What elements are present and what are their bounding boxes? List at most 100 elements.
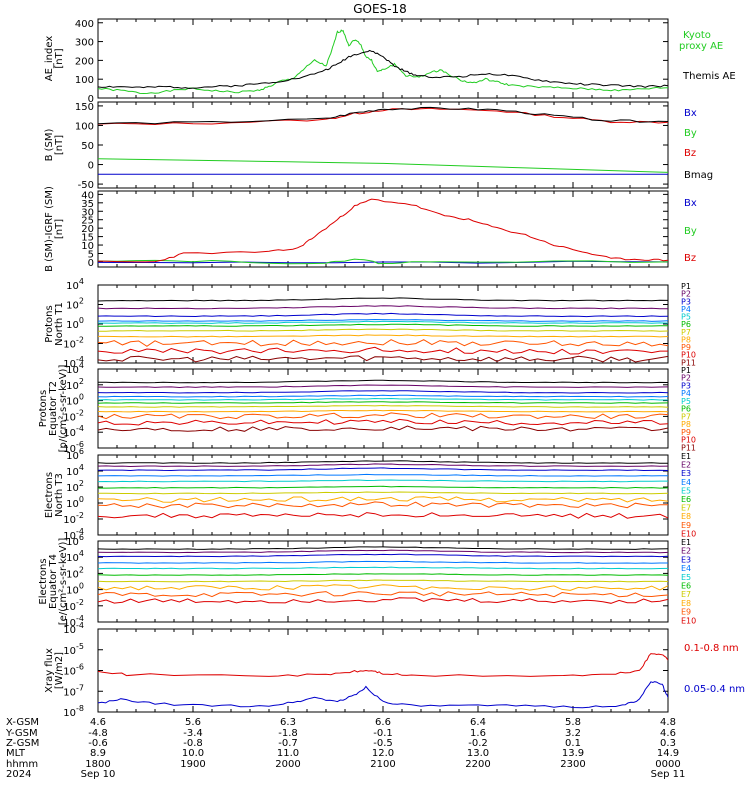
series-line-kyoto-proxy-ae (98, 29, 668, 95)
series-line-p6 (98, 323, 668, 327)
y-tick-label: 104 (66, 277, 84, 292)
footer-value: 3.2 (565, 728, 581, 739)
footer-value: 8.9 (90, 748, 106, 759)
series-line-by (98, 258, 668, 265)
legend-item: 0.1-0.8 nm (684, 643, 739, 654)
legend-item: E10 (681, 616, 696, 625)
series-line-e7 (98, 579, 668, 583)
footer-value: 2300 (560, 759, 585, 770)
footer-value: 4.6 (90, 717, 106, 728)
y-axis-label: Protons (44, 305, 55, 342)
series-line-p8 (98, 409, 668, 413)
legend-item: P3 (681, 297, 691, 306)
legend-item: E6 (681, 582, 691, 591)
series-line-e1 (98, 546, 668, 550)
panel-frame (97, 190, 669, 268)
y-tick-label: 15 (81, 233, 94, 244)
series-group (98, 546, 668, 604)
legend-item: P10 (681, 436, 696, 445)
legend-item: E2 (681, 547, 691, 556)
footer-value: 0000 (655, 759, 680, 770)
footer-value: 1.6 (470, 728, 486, 739)
series-line-p4 (98, 394, 668, 398)
footer-row-label: X-GSM (6, 717, 39, 728)
plot-title: GOES-18 (353, 2, 407, 16)
series-line-e4 (98, 560, 668, 564)
legend-item: E4 (681, 478, 691, 487)
y-axis-label: Protons (38, 390, 49, 427)
footer-value: 12.0 (372, 748, 394, 759)
legend-item: E1 (681, 452, 691, 461)
y-tick-label: 100 (66, 316, 84, 331)
series-group (98, 653, 668, 709)
footer-value: -0.7 (278, 738, 298, 749)
y-tick-label: 0 (88, 258, 94, 269)
legend-item: E7 (681, 590, 691, 599)
footer-value: 2200 (465, 759, 490, 770)
series-line-p5 (98, 397, 668, 401)
series-line-p2 (98, 305, 668, 310)
series-line-e9 (98, 591, 668, 598)
legend-item: E9 (681, 521, 691, 530)
footer-row-label: hhmm (6, 759, 38, 770)
y-tick-label: 100 (75, 121, 94, 132)
y-tick-exponent: 0 (79, 393, 84, 402)
y-tick-exponent: -5 (76, 642, 84, 651)
y-tick-label: 0 (88, 94, 94, 105)
legend-item: P1 (681, 366, 691, 375)
y-tick-exponent: 4 (79, 361, 84, 370)
legend-item: P11 (681, 443, 696, 452)
legend-item: Bz (684, 148, 696, 159)
legend-item: P5 (681, 313, 691, 322)
series-group (98, 297, 668, 363)
y-tick-exponent: -8 (76, 704, 84, 713)
series-line-p6 (98, 401, 668, 404)
legend-item: By (684, 128, 697, 139)
legend-item: E3 (681, 469, 691, 478)
legend-item: E5 (681, 486, 691, 495)
y-axis-label: Electrons (38, 558, 49, 604)
legend-item: Bmag (684, 170, 713, 181)
legend-item: Kyoto (683, 30, 711, 41)
y-tick-exponent: -4 (76, 614, 84, 623)
series-line-themis-ae (98, 49, 668, 90)
y-tick-label: 400 (75, 19, 94, 30)
legend-item: P4 (681, 305, 691, 314)
footer-value: Sep 10 (81, 769, 116, 780)
series-line-bz (98, 198, 668, 263)
footer-value: -0.6 (88, 738, 108, 749)
footer-value: 2100 (370, 759, 395, 770)
y-tick-exponent: 0 (79, 495, 84, 504)
legend-item: E2 (681, 461, 691, 470)
y-tick-exponent: -4 (76, 621, 84, 630)
legend-item: Bz (684, 253, 696, 264)
y-axis-label: North T3 (54, 473, 65, 517)
y-tick-label: 100 (66, 495, 84, 510)
series-line-e6 (98, 485, 668, 489)
series-line-e3 (98, 553, 668, 558)
series-line-e7 (98, 491, 668, 495)
series-line-e4 (98, 473, 668, 477)
series-line-p1 (98, 379, 668, 384)
y-tick-label: 10-2 (63, 336, 84, 351)
series-line-p1 (98, 297, 668, 302)
footer-value: -4.8 (88, 728, 108, 739)
y-tick-exponent: 6 (79, 447, 84, 456)
footer-value: 11.0 (277, 748, 299, 759)
y-tick-exponent: 2 (79, 377, 84, 386)
y-axis-label: Equator T4 (48, 554, 59, 609)
legend-item: P9 (681, 428, 691, 437)
legend-item: P9 (681, 343, 691, 352)
series-line-p10 (98, 418, 668, 426)
legend-item: E8 (681, 512, 691, 521)
footer-value: 1800 (85, 759, 110, 770)
y-tick-exponent: 2 (79, 479, 84, 488)
series-line-e5 (98, 479, 668, 483)
series-line-e8 (98, 496, 668, 503)
y-tick-label: 5 (88, 249, 94, 260)
y-axis-label: North T1 (54, 302, 65, 346)
y-axis-label: [nT] (54, 48, 65, 68)
legend-item: E5 (681, 573, 691, 582)
y-tick-label: 100 (75, 75, 94, 86)
